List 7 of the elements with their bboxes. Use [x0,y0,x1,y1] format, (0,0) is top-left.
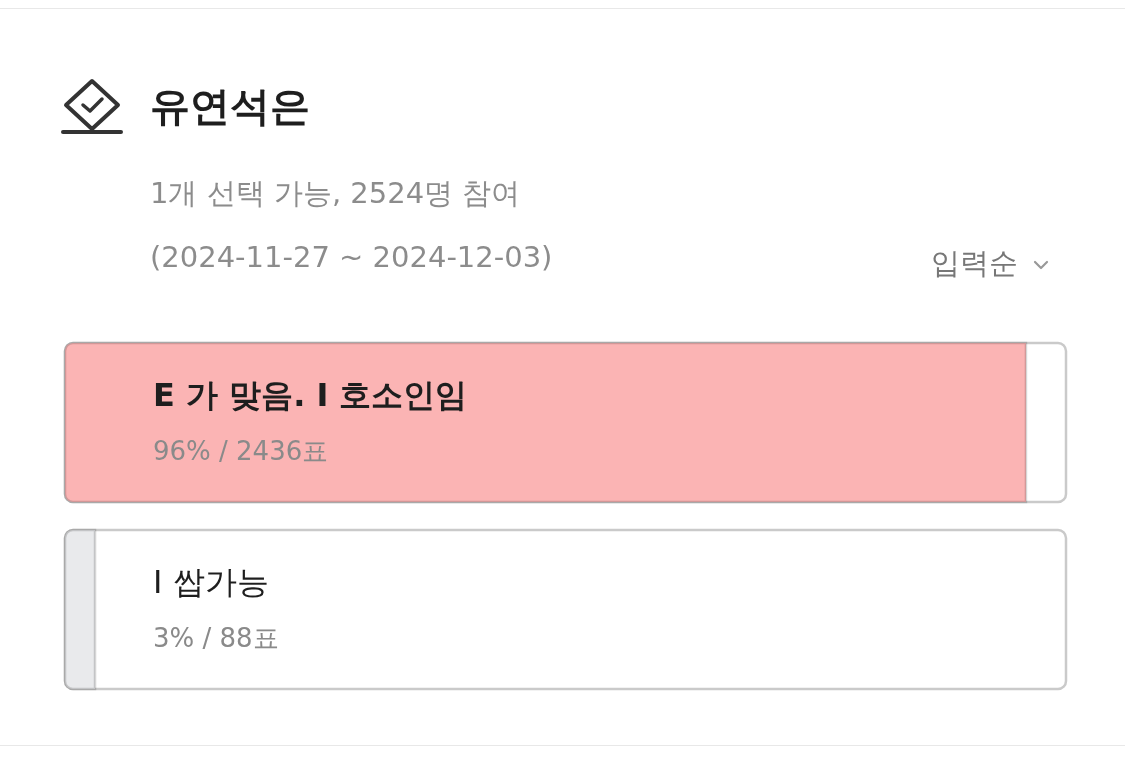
chart-title: 유연석은 [150,82,310,131]
chart-subtitle: 1개 선택 가능, 2524명 참여 (2024-11-27 ~ 2024-12-03) [150,175,553,276]
y-tick-label: E 가 맞음. I 호소인임 [153,376,468,414]
y-tick-label: I 쌉가능 [153,563,269,601]
data-label: 96% / 2436표 [153,436,329,466]
data-label: 3% / 88표 [153,623,279,653]
text: 입력순 [931,245,1018,282]
